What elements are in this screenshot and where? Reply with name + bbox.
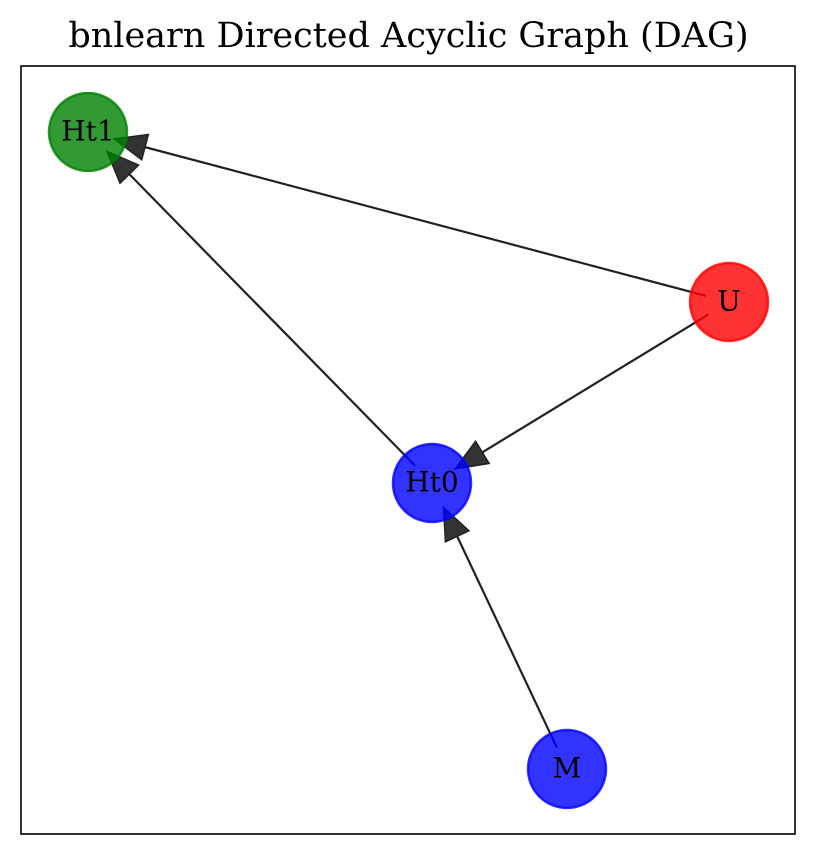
node-ht0: Ht0 bbox=[391, 442, 473, 524]
node-label: Ht0 bbox=[405, 466, 458, 499]
node-circle bbox=[47, 91, 129, 173]
nodes-layer: Ht1 U Ht0 M bbox=[47, 91, 770, 810]
node-circle bbox=[526, 728, 608, 810]
node-label: U bbox=[717, 285, 741, 318]
figure-title: bnlearn Directed Acyclic Graph (DAG) bbox=[68, 16, 749, 56]
edge-u-to-ht1 bbox=[112, 133, 707, 297]
plot-frame bbox=[20, 65, 796, 835]
edge-line bbox=[128, 173, 416, 467]
node-label: M bbox=[553, 752, 582, 785]
edge-line bbox=[481, 313, 710, 454]
node-ht1: Ht1 bbox=[47, 91, 129, 173]
edge-u-to-ht0 bbox=[453, 313, 710, 470]
edges-layer bbox=[105, 133, 710, 748]
node-m: M bbox=[526, 728, 608, 810]
edge-ht0-to-ht1 bbox=[105, 149, 416, 467]
edge-m-to-ht0 bbox=[442, 505, 558, 748]
node-circle bbox=[391, 442, 473, 524]
edge-line bbox=[144, 146, 707, 297]
node-u: U bbox=[688, 261, 770, 343]
node-circle bbox=[688, 261, 770, 343]
node-label: Ht1 bbox=[61, 115, 114, 148]
edge-line bbox=[456, 535, 558, 748]
